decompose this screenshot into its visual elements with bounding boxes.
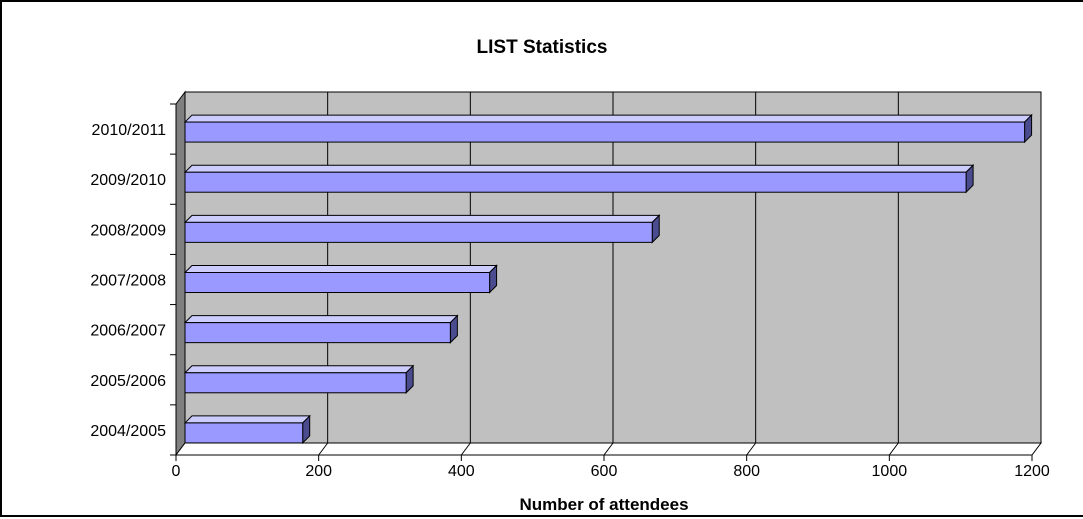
bar-front-face [184,121,1026,143]
y-tick-label: 2008/2009 [90,222,166,239]
bars [183,113,1033,445]
gridline-floor [746,442,757,456]
bar-2009/2010 [183,164,975,194]
y-tick-label: 2009/2010 [90,172,166,189]
y-tick-label: 2010/2011 [92,122,167,139]
bar-2004/2005 [183,414,311,445]
bar-front-face [184,372,407,394]
y-tick-label: 2005/2006 [90,373,166,390]
bar-2010/2011 [183,113,1033,144]
bar-top-face [183,164,975,173]
gridline-floor [318,442,329,456]
bar-2008/2009 [183,214,661,244]
bar-front-face [184,422,304,444]
bar-front-face [184,171,967,193]
x-tick-label: 600 [591,463,618,480]
axis-labels: 0 200 400 600 800 1000 1200 2004/2005 2005/2006 2… [90,122,1050,480]
chart-title: LIST Statistics [477,37,608,58]
plot-side-wall [175,90,186,457]
x-tick-label: 1000 [872,463,908,480]
y-tick-label: 2004/2005 [90,423,166,440]
x-tick-label: 400 [448,463,475,480]
bar-front-face [184,221,653,243]
bar-2007/2008 [183,264,498,294]
x-tick-label: 1200 [1014,463,1050,480]
bar-2005/2006 [183,364,415,394]
x-axis-title: Number of attendees [519,495,688,514]
bar-top-face [183,365,415,374]
y-tick-label: 2006/2007 [90,323,166,340]
bar-top-face [183,415,311,424]
bar-top-face [183,214,661,223]
bar-top-face [183,265,498,273]
x-tick-label: 0 [172,463,181,480]
bar-2006/2007 [183,314,459,344]
bar-top-face [183,315,459,324]
gridline-floor [888,442,899,456]
gridline-floor [460,442,471,456]
bar-front-face [184,272,491,293]
bar-front-face [184,322,451,344]
bar-top-face [183,114,1033,123]
x-tick-label: 200 [305,463,332,480]
x-tick-label: 800 [733,463,760,480]
y-tick-label: 2007/2008 [90,273,166,290]
gridline-floor [603,442,614,456]
